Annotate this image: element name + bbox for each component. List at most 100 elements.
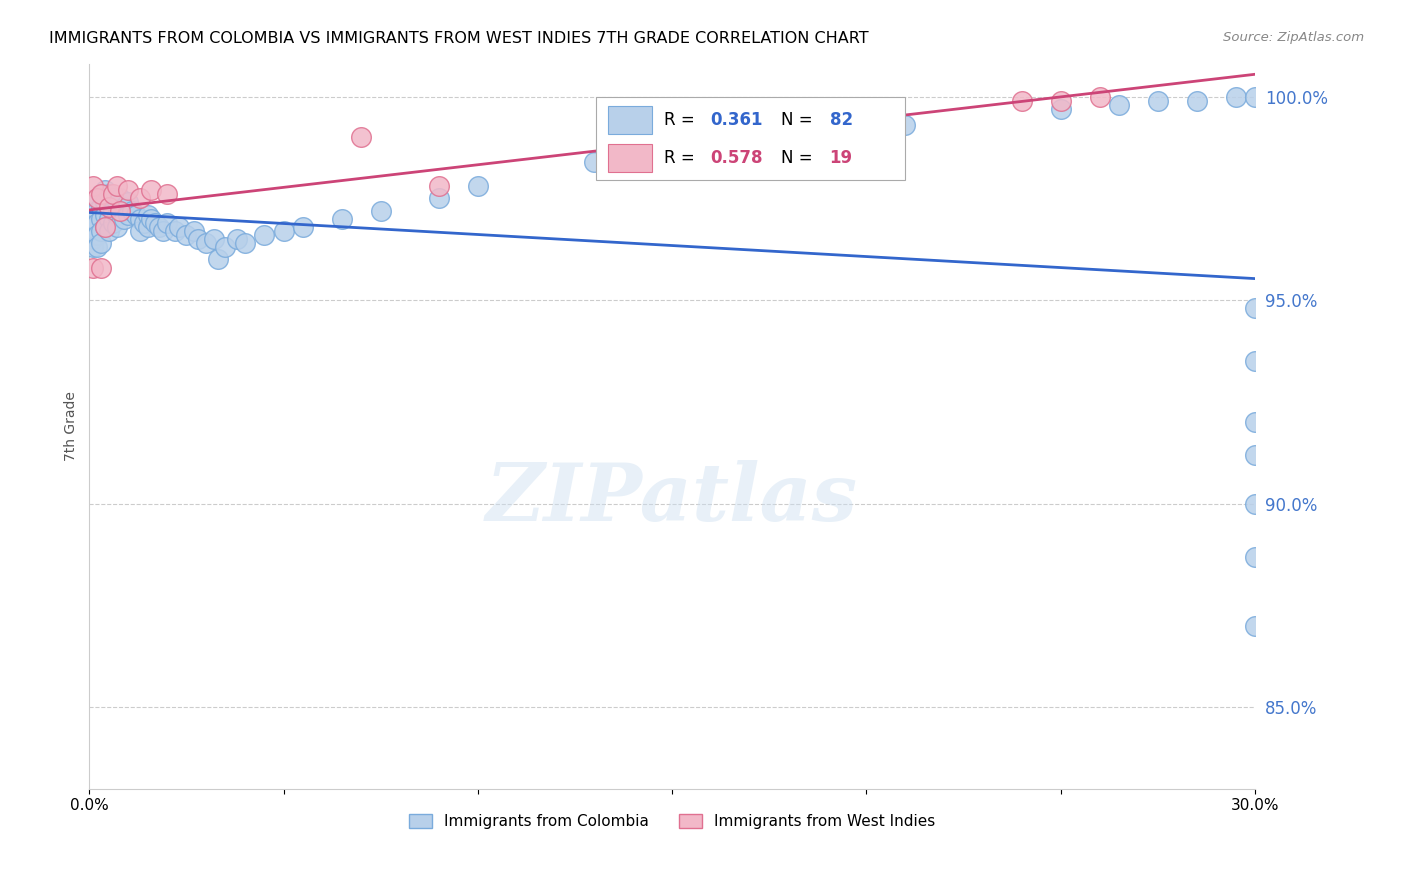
Text: 0.578: 0.578 [710,149,763,167]
Point [132,216,155,230]
Point [583,154,606,169]
Point [202,232,225,246]
Point [1147,94,1170,108]
Point [90,187,112,202]
Point [94,195,117,210]
FancyBboxPatch shape [607,106,652,134]
Point [90,211,112,226]
Point [86,216,108,230]
Point [86,227,108,242]
Point [427,179,450,194]
Point [233,236,256,251]
Point [156,187,179,202]
Point [835,126,858,140]
Point [82,219,104,234]
Point [136,208,159,222]
Point [292,219,315,234]
Point [125,208,148,222]
Point [82,179,104,194]
Point [97,187,120,202]
Point [110,203,132,218]
Point [128,191,150,205]
Point [90,236,112,251]
Point [1244,301,1267,316]
Point [86,203,108,218]
Point [94,219,117,234]
Point [97,211,120,226]
Point [187,232,209,246]
Point [105,208,128,222]
Point [661,143,683,157]
Point [94,208,117,222]
Point [101,203,124,218]
Point [467,179,489,194]
Point [105,179,128,194]
Point [86,240,108,254]
Point [101,191,124,205]
Point [110,191,132,205]
Point [82,260,104,275]
Point [117,208,139,222]
Point [82,232,104,246]
Point [1011,94,1033,108]
Point [226,232,249,246]
Point [97,200,120,214]
Point [183,224,205,238]
Legend: Immigrants from Colombia, Immigrants from West Indies: Immigrants from Colombia, Immigrants fro… [402,808,942,835]
Point [141,211,163,226]
Point [738,135,761,149]
Point [330,211,353,226]
Point [86,191,108,205]
Point [350,130,373,145]
Text: 82: 82 [830,111,852,128]
Point [105,219,128,234]
Point [176,227,198,242]
Point [1225,89,1247,103]
Point [82,240,104,254]
Point [1049,102,1071,116]
Point [1244,497,1267,511]
Y-axis label: 7th Grade: 7th Grade [65,392,79,461]
Point [117,195,139,210]
Point [1244,448,1267,462]
Point [152,224,174,238]
Text: IMMIGRANTS FROM COLOMBIA VS IMMIGRANTS FROM WEST INDIES 7TH GRADE CORRELATION CH: IMMIGRANTS FROM COLOMBIA VS IMMIGRANTS F… [49,31,869,46]
Point [121,203,143,218]
Point [141,183,163,197]
Text: Source: ZipAtlas.com: Source: ZipAtlas.com [1223,31,1364,45]
Point [136,219,159,234]
Point [1108,97,1130,112]
Point [1244,354,1267,368]
Point [128,211,150,226]
Point [214,240,236,254]
Point [273,224,295,238]
Text: R =: R = [664,111,700,128]
Point [194,236,217,251]
Point [370,203,392,218]
Text: N =: N = [780,111,817,128]
Point [94,219,117,234]
Point [101,216,124,230]
Point [1244,549,1267,564]
Text: N =: N = [780,149,817,167]
Text: R =: R = [664,149,700,167]
FancyBboxPatch shape [607,145,652,172]
Point [1049,94,1071,108]
Point [82,203,104,218]
Point [1185,94,1208,108]
FancyBboxPatch shape [596,96,905,180]
Point [110,203,132,218]
Point [105,195,128,210]
Point [90,260,112,275]
Point [427,191,450,205]
Point [90,187,112,202]
Point [128,224,150,238]
Point [156,216,179,230]
Point [86,191,108,205]
Point [1244,415,1267,429]
Text: 0.361: 0.361 [710,111,763,128]
Point [894,118,917,132]
Point [94,183,117,197]
Point [112,200,135,214]
Point [207,252,229,267]
